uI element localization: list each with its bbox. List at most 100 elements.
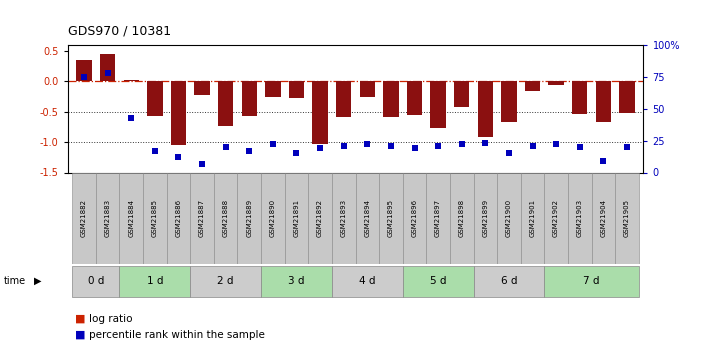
Text: GSM21889: GSM21889	[246, 199, 252, 237]
Bar	[265, 81, 281, 97]
Point	[480, 140, 491, 146]
Bar	[407, 81, 422, 115]
Text: GSM21899: GSM21899	[482, 199, 488, 237]
Text: 7 d: 7 d	[583, 276, 600, 286]
Bar	[218, 81, 233, 126]
Bar	[548, 81, 564, 85]
Bar	[619, 81, 635, 113]
Bar	[171, 81, 186, 145]
Point	[149, 148, 161, 154]
Bar	[572, 81, 587, 114]
Point	[102, 70, 113, 76]
FancyBboxPatch shape	[143, 172, 166, 264]
Bar	[501, 81, 517, 122]
FancyBboxPatch shape	[356, 172, 379, 264]
Text: GSM21900: GSM21900	[506, 199, 512, 237]
Text: GSM21893: GSM21893	[341, 199, 347, 237]
Point	[362, 142, 373, 147]
Text: 3 d: 3 d	[288, 276, 305, 286]
Text: GSM21896: GSM21896	[412, 199, 417, 237]
Text: GSM21890: GSM21890	[270, 199, 276, 237]
FancyBboxPatch shape	[427, 172, 450, 264]
Text: 5 d: 5 d	[430, 276, 447, 286]
Point	[244, 148, 255, 154]
Point	[78, 74, 90, 80]
Point	[432, 143, 444, 148]
Text: GSM21902: GSM21902	[553, 199, 559, 237]
FancyBboxPatch shape	[474, 172, 497, 264]
Text: log ratio: log ratio	[89, 314, 132, 324]
Point	[409, 146, 420, 151]
FancyBboxPatch shape	[166, 172, 191, 264]
Bar	[242, 81, 257, 116]
Text: 4 d: 4 d	[359, 276, 375, 286]
Bar	[336, 81, 351, 117]
Text: ▶: ▶	[34, 276, 42, 286]
Point	[456, 142, 467, 147]
Point	[291, 150, 302, 156]
Bar	[430, 81, 446, 128]
Text: GSM21894: GSM21894	[364, 199, 370, 237]
FancyBboxPatch shape	[261, 172, 284, 264]
Text: 6 d: 6 d	[501, 276, 517, 286]
Text: GSM21903: GSM21903	[577, 199, 583, 237]
FancyBboxPatch shape	[568, 172, 592, 264]
FancyBboxPatch shape	[119, 266, 191, 297]
Text: GSM21885: GSM21885	[152, 199, 158, 237]
FancyBboxPatch shape	[214, 172, 237, 264]
Point	[196, 161, 208, 166]
Text: GSM21886: GSM21886	[176, 199, 181, 237]
Text: GSM21888: GSM21888	[223, 199, 229, 237]
Bar	[525, 81, 540, 91]
FancyBboxPatch shape	[237, 172, 261, 264]
Text: 0 d: 0 d	[87, 276, 104, 286]
FancyBboxPatch shape	[332, 266, 402, 297]
FancyBboxPatch shape	[474, 266, 545, 297]
FancyBboxPatch shape	[545, 172, 568, 264]
FancyBboxPatch shape	[191, 266, 261, 297]
Point	[598, 158, 609, 164]
FancyBboxPatch shape	[309, 172, 332, 264]
Point	[621, 144, 633, 150]
Point	[550, 142, 562, 147]
Text: GSM21883: GSM21883	[105, 199, 111, 237]
Bar	[478, 81, 493, 137]
Point	[267, 142, 279, 147]
Point	[574, 144, 585, 150]
Bar	[312, 81, 328, 144]
Bar	[147, 81, 163, 116]
Text: GSM21905: GSM21905	[624, 199, 630, 237]
FancyBboxPatch shape	[96, 172, 119, 264]
FancyBboxPatch shape	[402, 172, 427, 264]
Bar	[289, 81, 304, 98]
FancyBboxPatch shape	[73, 266, 119, 297]
Text: GSM21891: GSM21891	[294, 199, 299, 237]
Point	[173, 155, 184, 160]
Text: ■: ■	[75, 330, 85, 339]
Text: ■: ■	[75, 314, 85, 324]
FancyBboxPatch shape	[592, 172, 615, 264]
Bar	[124, 80, 139, 81]
Bar	[194, 81, 210, 95]
Bar	[596, 81, 611, 122]
FancyBboxPatch shape	[261, 266, 332, 297]
Bar	[100, 54, 115, 81]
FancyBboxPatch shape	[450, 172, 474, 264]
Point	[220, 144, 231, 150]
FancyBboxPatch shape	[191, 172, 214, 264]
Text: GSM21882: GSM21882	[81, 199, 87, 237]
Text: GSM21892: GSM21892	[317, 199, 323, 237]
Point	[503, 150, 515, 156]
Text: GSM21887: GSM21887	[199, 199, 205, 237]
FancyBboxPatch shape	[615, 172, 638, 264]
Text: GSM21884: GSM21884	[128, 199, 134, 237]
Text: GSM21904: GSM21904	[600, 199, 606, 237]
FancyBboxPatch shape	[379, 172, 402, 264]
Text: percentile rank within the sample: percentile rank within the sample	[89, 330, 264, 339]
FancyBboxPatch shape	[73, 172, 96, 264]
Text: 1 d: 1 d	[146, 276, 163, 286]
FancyBboxPatch shape	[402, 266, 474, 297]
Text: GSM21898: GSM21898	[459, 199, 465, 237]
FancyBboxPatch shape	[497, 172, 520, 264]
Bar	[76, 60, 92, 81]
